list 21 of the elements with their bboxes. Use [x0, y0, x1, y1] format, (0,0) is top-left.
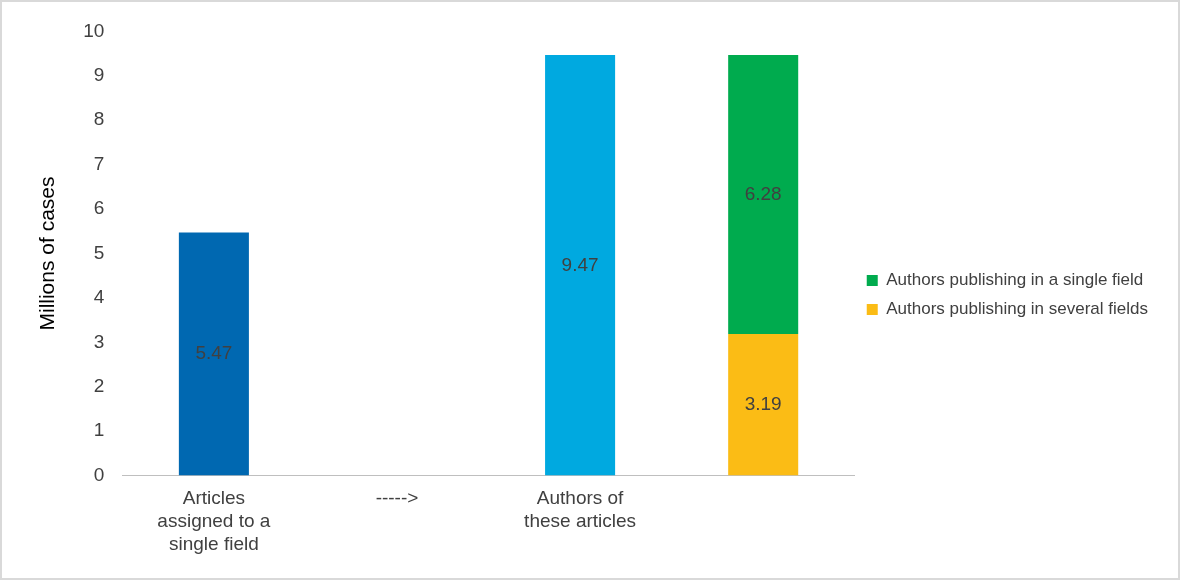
legend-label: Authors publishing in a single field [886, 270, 1144, 290]
x-tick-label: -----> [375, 487, 419, 509]
y-tick-label: 8 [93, 108, 105, 130]
data-label: 5.47 [195, 342, 233, 364]
data-label: 3.19 [744, 392, 782, 414]
data-label: 9.47 [561, 253, 599, 275]
legend-label: Authors publishing in several fields [886, 299, 1149, 319]
y-tick-label: 3 [93, 330, 105, 352]
y-tick-label: 7 [93, 152, 105, 174]
y-tick-label: 0 [93, 463, 105, 485]
y-tick-label: 9 [93, 64, 105, 86]
y-tick-label: 2 [93, 374, 105, 396]
x-tick-label: Authors of these articles [524, 487, 637, 532]
y-axis-title: Millions of cases [35, 176, 59, 331]
y-tick-label: 5 [93, 241, 105, 263]
y-tick-label: 6 [93, 197, 105, 219]
data-label: 6.28 [744, 182, 782, 204]
y-tick-label: 10 [83, 19, 105, 41]
y-tick-label: 4 [93, 286, 105, 308]
y-tick-label: 1 [93, 419, 105, 441]
x-tick-label: Articles assigned to a single field [157, 487, 271, 554]
